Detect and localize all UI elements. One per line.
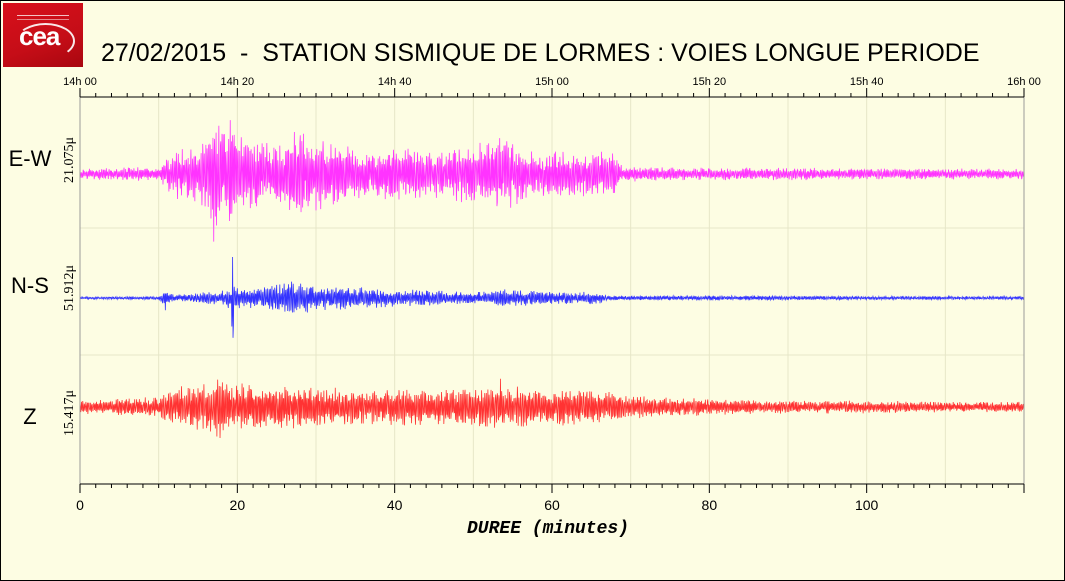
- logo-swoosh: [16, 23, 75, 59]
- x-tick-label: 20: [230, 497, 246, 513]
- trace-ns: [79, 256, 1025, 338]
- x-tick-label: 0: [76, 497, 84, 513]
- channel-label: E-W: [9, 146, 52, 171]
- x-tick-label: 60: [544, 497, 560, 513]
- x-tick-label: 40: [387, 497, 403, 513]
- trace-ew: [79, 120, 1025, 242]
- channel-scale-label: 21.075μ: [62, 137, 77, 183]
- channel-label: Z: [23, 404, 36, 429]
- logo-text: cea: [19, 21, 60, 51]
- x-tick-label: 100: [855, 497, 879, 513]
- channel-scale-label: 15.417μ: [62, 390, 77, 436]
- x-axis-label: DUREE (minutes): [467, 519, 629, 539]
- seismic-traces: [79, 120, 1025, 439]
- channel-scale-label: 51.912μ: [62, 265, 77, 311]
- trace-z: [79, 378, 1025, 439]
- top-axis-tick-label: 14h 20: [221, 76, 255, 88]
- channel-labels: E-W 21.075μ N-S 51.912μ Z 15.417μ: [9, 137, 77, 436]
- channel-label: N-S: [11, 273, 49, 298]
- top-axis-tick-label: 15h 20: [693, 76, 727, 88]
- axes: 14h 00 14h 20 14h 40 15h 00 15h 20 15h 40 16h …: [63, 76, 1041, 513]
- cea-logo: cea: [3, 3, 83, 67]
- top-axis-tick-label: 15h 40: [850, 76, 884, 88]
- chart-title: 27/02/2015 - STATION SISMIQUE DE LORMES …: [101, 39, 980, 67]
- top-axis-tick-label: 14h 00: [63, 76, 97, 88]
- top-axis-tick-label: 16h 00: [1007, 76, 1041, 88]
- top-axis-tick-label: 14h 40: [378, 76, 412, 88]
- top-axis-tick-label: 15h 00: [535, 76, 569, 88]
- x-tick-label: 80: [702, 497, 718, 513]
- logo-tagline: [17, 15, 69, 20]
